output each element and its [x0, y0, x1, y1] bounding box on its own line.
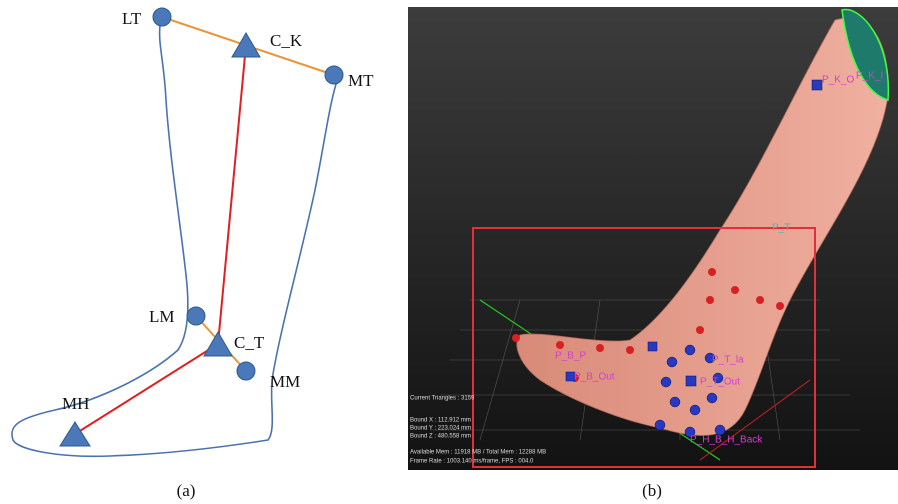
stat-line: Bound Z : 480.558 mm — [410, 434, 471, 440]
node — [60, 422, 90, 446]
node-label: MM — [270, 372, 300, 391]
node — [232, 33, 260, 57]
stat-line: Bound Y : 223.024 mm — [410, 426, 471, 432]
node-label: MT — [348, 71, 374, 90]
node — [204, 332, 232, 356]
point-label: P_H_B_H_Back — [690, 435, 763, 446]
leg-outline — [12, 25, 338, 456]
stat-line: Frame Rate : 1003.140 ms/frame, FPS : 00… — [410, 459, 534, 465]
point-label: P_T_la — [712, 355, 744, 366]
stat-line: Available Mem : 11918 MB / Total Mem : 1… — [410, 450, 546, 456]
panel-b: P_K_O P_K_I P_T P_T_la P_T_Out P_B_P P_B… — [408, 7, 898, 500]
point-label: P_K_O — [822, 75, 854, 86]
point-label: P_B_P — [555, 351, 586, 362]
stat-line: Bound X : 112.912 mm — [410, 418, 471, 424]
node — [237, 362, 255, 380]
figure: LT C_K MT LM C_T MM MH (a) — [0, 0, 898, 504]
node-label: LT — [122, 9, 142, 28]
node-label: LM — [149, 307, 175, 326]
point-label: P_T_Out — [700, 377, 740, 388]
caption: (b) — [642, 481, 662, 500]
caption: (a) — [177, 481, 196, 500]
stat-line: Current Triangles : 3159 — [410, 396, 475, 402]
node — [153, 8, 171, 26]
node-label: MH — [62, 394, 89, 413]
node-label: C_K — [270, 31, 303, 50]
point-label: P_B_Out — [574, 372, 615, 383]
point-label: P_T — [772, 223, 790, 234]
point-label: P_K_I — [856, 71, 883, 82]
connector — [75, 344, 218, 434]
connector — [218, 45, 246, 344]
node — [325, 66, 343, 84]
node — [187, 307, 205, 325]
panel-a: LT C_K MT LM C_T MM MH (a) — [12, 8, 374, 500]
node-label: C_T — [234, 333, 265, 352]
